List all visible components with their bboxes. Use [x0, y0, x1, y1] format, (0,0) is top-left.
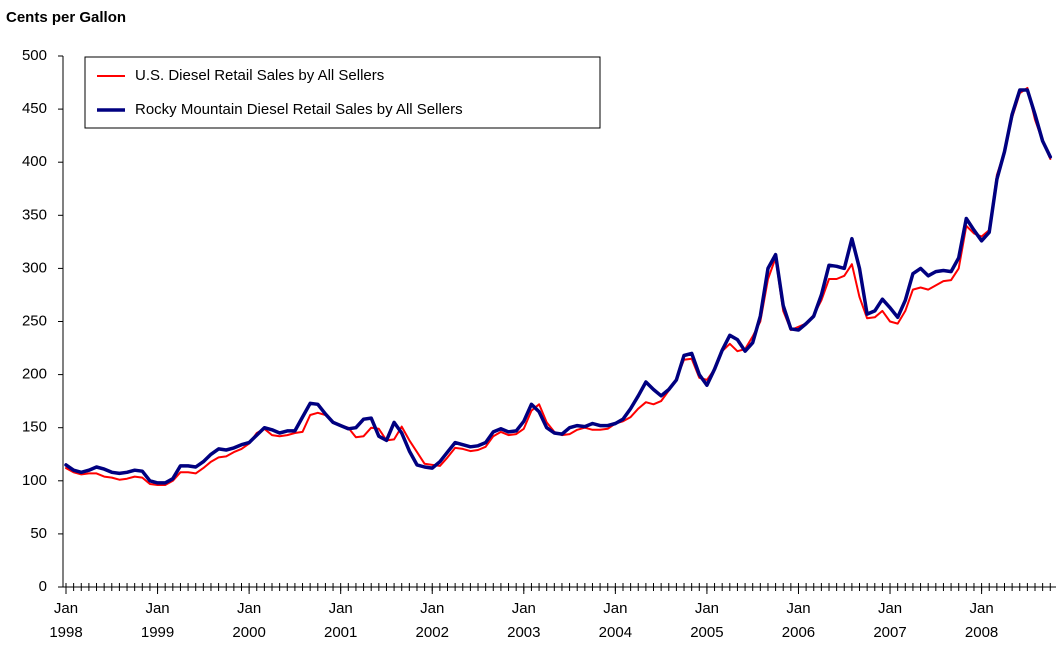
y-axis-label: Cents per Gallon: [6, 9, 126, 26]
y-tick-label: 500: [22, 47, 47, 64]
y-tick-label: 0: [39, 578, 47, 595]
y-tick-label: 400: [22, 153, 47, 170]
x-tick-label: Jan 1998: [49, 600, 83, 641]
x-tick-label: Jan 2002: [415, 600, 449, 641]
x-tick-label: Jan 2004: [598, 600, 633, 641]
y-tick-label: 350: [22, 206, 47, 223]
y-tick-label: 100: [22, 472, 47, 489]
x-tick-label: Jan 2001: [323, 600, 358, 641]
x-tick-label: Jan 2005: [690, 600, 724, 641]
y-tick-label: 50: [30, 525, 47, 542]
legend-box: [84, 56, 601, 129]
y-tick-label: 150: [22, 419, 47, 436]
y-tick-label: 300: [22, 259, 47, 276]
series-line: [65, 86, 1052, 486]
y-tick-label: 200: [22, 366, 47, 383]
x-tick-label: Jan 1999: [140, 600, 175, 641]
legend-label: Rocky Mountain Diesel Retail Sales by Al…: [135, 101, 463, 118]
x-tick-label: Jan 2008: [964, 600, 999, 641]
x-tick-label: Jan 2007: [873, 600, 907, 641]
x-tick-label: Jan 2003: [507, 600, 541, 641]
series-line: [64, 88, 1053, 485]
y-tick-label: 450: [22, 100, 47, 117]
x-tick-label: Jan 2000: [232, 600, 266, 641]
y-tick-label: 250: [22, 312, 47, 329]
x-tick-label: Jan 2006: [781, 600, 816, 641]
legend-label: U.S. Diesel Retail Sales by All Sellers: [135, 67, 384, 84]
